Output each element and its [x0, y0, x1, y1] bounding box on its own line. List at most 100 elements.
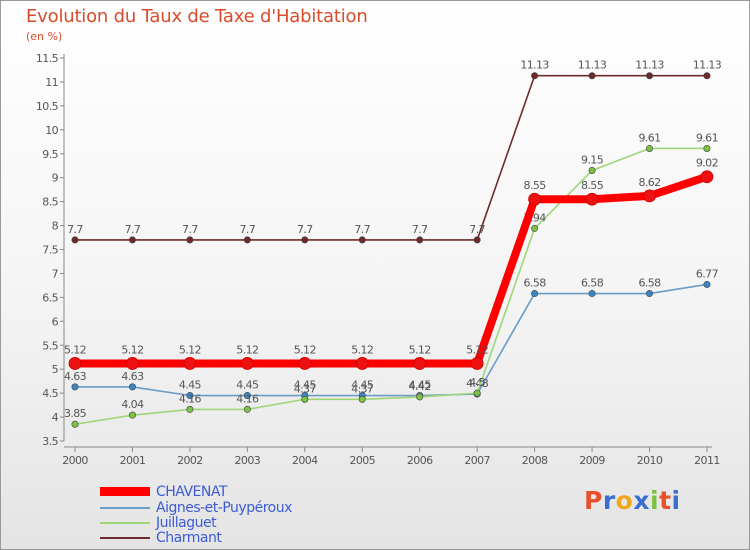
y-tick-label: 9 — [52, 172, 59, 185]
x-tick-label: 2008 — [522, 454, 548, 467]
x-tick-label: 2006 — [407, 454, 433, 467]
data-point-juillaguet — [128, 411, 136, 419]
y-tick-label: 4 — [52, 411, 59, 424]
legend-item-aignes: Aignes-et-Puypéroux — [100, 499, 292, 516]
data-label-juillaguet: 4.16 — [179, 392, 202, 405]
logo-letter: i — [650, 486, 660, 515]
data-label-juillaguet: 9.61 — [696, 131, 718, 144]
data-point-aignes-et-puyp-roux — [128, 383, 136, 391]
data-point-chavenat — [298, 357, 312, 370]
chart-subtitle: (en %) — [26, 30, 63, 43]
data-label-juillaguet: 3.85 — [64, 407, 87, 420]
legend-label-juillaguet: Juillaguet — [156, 514, 217, 531]
data-point-chavenat — [68, 357, 82, 370]
data-point-chavenat — [355, 357, 369, 370]
data-label-charmant: 7.7 — [297, 223, 313, 236]
data-label-chavenat: 5.12 — [351, 343, 373, 356]
data-label-chavenat: 5.12 — [236, 343, 258, 356]
x-tick-label: 2007 — [464, 454, 490, 467]
data-label-juillaguet: 9.61 — [638, 131, 660, 144]
logo-letter: o — [615, 486, 634, 515]
data-label-aignes-et-puyp-roux: 4.45 — [294, 379, 317, 392]
data-label-aignes-et-puyp-roux: 4.63 — [121, 370, 144, 383]
y-tick-label: 8.5 — [42, 196, 58, 209]
x-tick-label: 2009 — [579, 454, 605, 467]
legend-swatch-chavenat — [100, 487, 150, 496]
data-point-juillaguet — [186, 405, 194, 413]
x-tick-label: 2001 — [120, 454, 146, 467]
data-point-charmant — [301, 236, 309, 244]
data-point-charmant — [243, 236, 251, 244]
data-point-charmant — [703, 72, 711, 80]
y-tick-label: 6.5 — [42, 291, 58, 304]
data-label-charmant: 7.7 — [67, 223, 83, 236]
data-label-charmant: 11.13 — [578, 59, 607, 72]
data-label-charmant: 7.7 — [354, 223, 370, 236]
y-tick-label: 8 — [52, 220, 59, 233]
data-point-charmant — [128, 236, 136, 244]
legend-label-charmant: Charmant — [156, 529, 222, 546]
y-tick-label: 11.5 — [36, 52, 59, 65]
proxiti-logo: Proxiti — [584, 486, 681, 515]
logo-letter: r — [602, 486, 616, 515]
x-tick-label: 2010 — [637, 454, 663, 467]
x-tick-label: 2005 — [349, 454, 375, 467]
data-point-chavenat — [700, 170, 714, 184]
data-point-juillaguet — [531, 224, 539, 232]
data-point-aignes-et-puyp-roux — [588, 290, 596, 298]
data-label-charmant: 11.13 — [693, 59, 722, 72]
data-point-juillaguet — [71, 420, 79, 428]
data-point-aignes-et-puyp-roux — [71, 383, 79, 391]
y-tick-label: 4.5 — [42, 387, 58, 400]
logo-letter: P — [584, 486, 603, 515]
data-label-chavenat: 5.12 — [121, 343, 143, 356]
legend-label-aignes: Aignes-et-Puypéroux — [156, 499, 292, 516]
legend-item-juillaguet: Juillaguet — [100, 514, 217, 531]
data-label-aignes-et-puyp-roux: 6.58 — [524, 277, 547, 290]
data-label-chavenat: 8.55 — [581, 179, 604, 192]
data-label-chavenat: 8.55 — [524, 179, 547, 192]
series-line-aignes-et-puyp-roux — [74, 283, 708, 397]
data-point-juillaguet — [473, 389, 481, 397]
data-point-charmant — [531, 72, 539, 80]
data-label-charmant: 7.7 — [412, 223, 428, 236]
data-label-juillaguet: 4.37 — [294, 382, 317, 395]
data-point-chavenat — [240, 357, 254, 370]
data-point-aignes-et-puyp-roux — [645, 290, 653, 298]
y-tick-label: 10 — [45, 124, 58, 137]
data-label-charmant: 7.7 — [469, 223, 485, 236]
data-label-juillaguet: 4.16 — [236, 392, 259, 405]
data-label-chavenat: 8.62 — [638, 176, 660, 189]
y-tick-label: 9.5 — [42, 148, 58, 161]
data-label-aignes-et-puyp-roux: 4.63 — [64, 370, 87, 383]
y-tick-label: 11 — [45, 76, 58, 89]
data-point-charmant — [416, 236, 424, 244]
legend-item-chavenat: CHAVENAT — [100, 483, 227, 500]
data-label-charmant: 7.7 — [125, 223, 141, 236]
data-label-chavenat: 5.12 — [466, 343, 488, 356]
chart-title: Evolution du Taux de Taxe d'Habitation — [26, 6, 368, 27]
data-label-juillaguet: 4.04 — [121, 398, 144, 411]
y-tick-label: 10.5 — [36, 100, 59, 113]
data-label-juillaguet: 4.5 — [469, 376, 485, 389]
data-point-chavenat — [470, 357, 484, 370]
data-point-charmant — [71, 236, 79, 244]
data-label-charmant: 7.7 — [182, 223, 198, 236]
y-tick-label: 7.5 — [42, 244, 58, 257]
data-point-aignes-et-puyp-roux — [243, 392, 251, 400]
data-label-juillaguet: 4.37 — [351, 382, 374, 395]
y-tick-label: 7 — [52, 267, 59, 280]
x-tick-label: 2011 — [694, 454, 720, 467]
data-point-chavenat — [585, 192, 599, 206]
data-point-charmant — [358, 236, 366, 244]
series-line-charmant — [74, 74, 708, 241]
data-label-aignes-et-puyp-roux: 4.45 — [409, 379, 432, 392]
legend-swatch-aignes — [100, 506, 150, 509]
x-tick-label: 2004 — [292, 454, 318, 467]
x-tick-label: 2002 — [177, 454, 203, 467]
legend-label-chavenat: CHAVENAT — [156, 483, 227, 500]
data-label-aignes-et-puyp-roux: 4.45 — [351, 379, 374, 392]
series-line-chavenat — [71, 172, 711, 368]
